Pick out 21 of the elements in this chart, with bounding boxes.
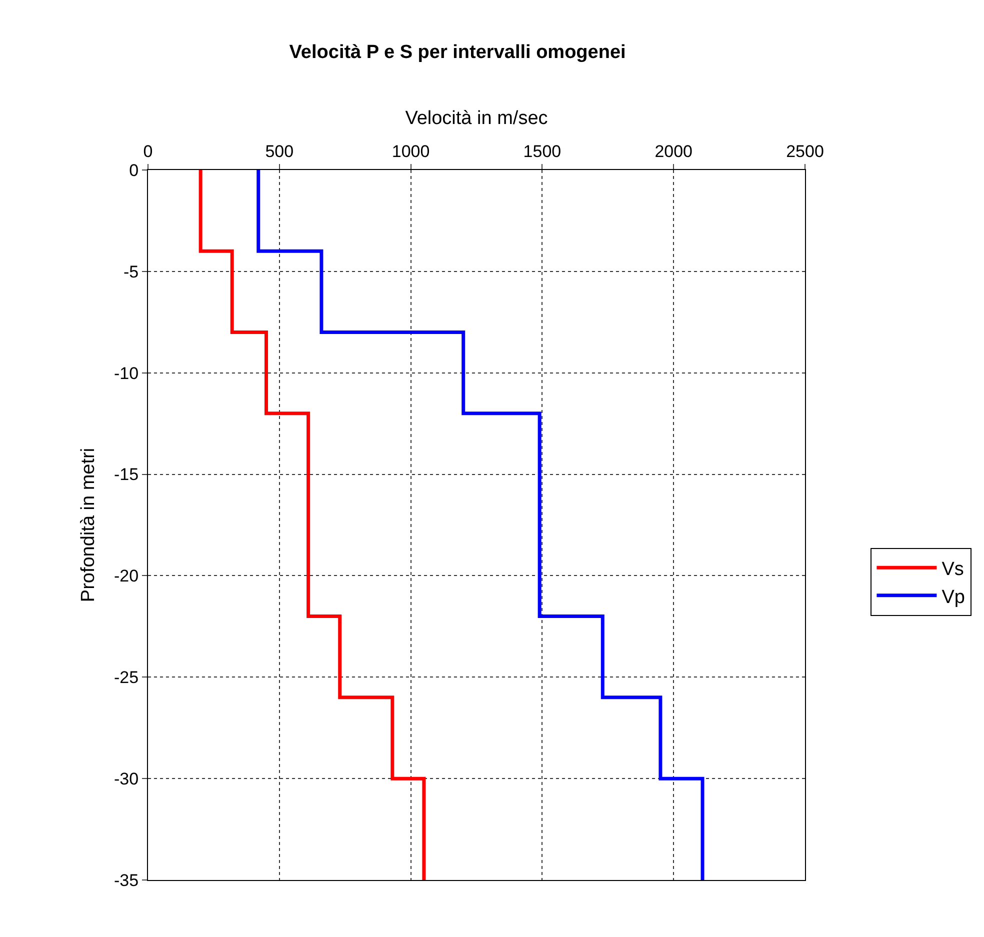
y-tick-label: -10 — [114, 364, 139, 383]
x-axis-title: Velocità in m/sec — [405, 108, 548, 130]
legend-label: Vs — [942, 559, 964, 580]
x-tick-label: 0 — [143, 142, 153, 162]
legend-label: Vp — [942, 586, 965, 608]
x-tick-label: 1000 — [392, 142, 430, 162]
x-tick-label: 1500 — [523, 142, 562, 162]
x-tick-label: 2000 — [654, 142, 693, 162]
y-tick-label: -5 — [123, 262, 139, 282]
y-tick-label: -25 — [114, 668, 139, 688]
x-tick-label: 500 — [265, 142, 294, 162]
y-tick-label: -30 — [114, 770, 139, 789]
x-tick-label: 2500 — [786, 142, 824, 162]
y-axis-title: Profondità in metri — [78, 448, 99, 602]
y-tick-label: 0 — [129, 160, 139, 180]
line-series — [198, 170, 426, 880]
y-tick-label: -35 — [114, 870, 139, 890]
y-tick-label: -20 — [114, 566, 139, 586]
line-series — [256, 170, 704, 880]
y-tick-label: -15 — [114, 465, 139, 484]
chart-title: Velocità P e S per intervalli omogenei — [289, 42, 626, 64]
